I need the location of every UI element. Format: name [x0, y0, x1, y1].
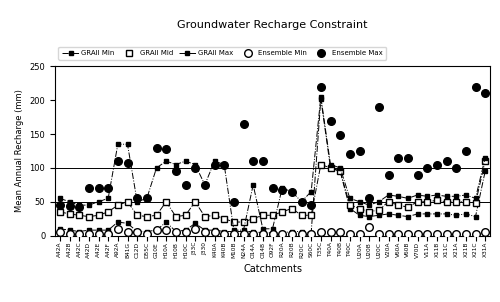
- X-axis label: Catchments: Catchments: [243, 264, 302, 274]
- Title: Groundwater Recharge Constraint: Groundwater Recharge Constraint: [177, 20, 368, 30]
- Y-axis label: Mean Annual Recharge (mm): Mean Annual Recharge (mm): [15, 90, 24, 212]
- Legend: GRAII Min, GRAII Mid, GRAII Max, Ensemble Min, Ensemble Max: GRAII Min, GRAII Mid, GRAII Max, Ensembl…: [58, 47, 386, 59]
